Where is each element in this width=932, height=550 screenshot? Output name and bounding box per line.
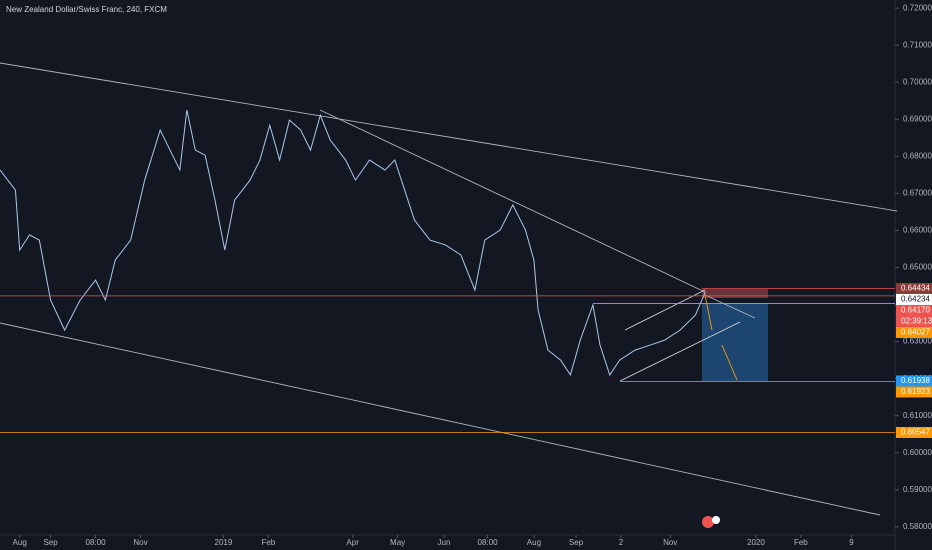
- x-tick-label: Nov: [133, 538, 147, 547]
- short-target-zone: [702, 303, 768, 381]
- y-tick-label: 0.60000: [903, 448, 932, 457]
- price-label-box: [896, 375, 932, 387]
- trend-line: [319, 109, 706, 293]
- y-tick-label: 0.70000: [903, 77, 932, 86]
- drawings: [0, 62, 898, 528]
- x-tick-label: Feb: [261, 538, 275, 547]
- channel-line: [619, 321, 741, 382]
- x-tick-label: 2019: [215, 538, 233, 547]
- y-tick-label: 0.67000: [903, 189, 932, 198]
- y-tick-label: 0.59000: [903, 485, 932, 494]
- x-tick-label: May: [390, 538, 405, 547]
- projection-arrow: [704, 294, 713, 331]
- channel-line: [624, 289, 706, 331]
- y-tick-label: 0.71000: [903, 40, 932, 49]
- x-tick-label: Aug: [13, 538, 27, 547]
- x-tick-label: Jun: [438, 538, 451, 547]
- countdown: 02:39:13: [901, 317, 932, 326]
- price-label: 0.61923: [901, 387, 930, 396]
- price-label-box: [896, 282, 932, 294]
- x-tick-label: Sep: [43, 538, 58, 547]
- price-label-box: [896, 304, 932, 316]
- y-tick-label: 0.68000: [903, 151, 932, 160]
- price-label: 0.60547: [901, 428, 930, 437]
- countdown-box: [896, 315, 932, 327]
- chart-title: New Zealand Dollar/Swiss Franc, 240, FXC…: [6, 5, 167, 14]
- x-tick-label: 08:00: [86, 538, 107, 547]
- event-icon[interactable]: [712, 516, 720, 524]
- y-tick-label: 0.69000: [903, 114, 932, 123]
- price-label: 0.64027: [901, 328, 930, 337]
- y-tick-label: 0.61000: [903, 411, 932, 420]
- projection-line: [704, 294, 756, 319]
- y-tick-label: 0.72000: [903, 3, 932, 12]
- price-label: 0.61938: [901, 376, 930, 385]
- price-label-box: [896, 386, 932, 398]
- x-tick-label: 2: [619, 538, 624, 547]
- x-tick-label: Feb: [794, 538, 808, 547]
- trend-line: [0, 62, 898, 212]
- y-tick-label: 0.63000: [903, 337, 932, 346]
- trend-line: [0, 322, 881, 516]
- price-label-box: [896, 426, 932, 438]
- x-tick-label: 08:00: [478, 538, 499, 547]
- x-tick-label: Aug: [527, 538, 541, 547]
- price-label: 0.64234: [901, 295, 930, 304]
- short-stop-zone: [702, 289, 768, 298]
- projection-arrow: [721, 344, 738, 381]
- x-tick-label: 2020: [747, 538, 765, 547]
- x-tick-label: Apr: [346, 538, 359, 547]
- price-label-box: [896, 293, 932, 305]
- x-tick-label: Sep: [569, 538, 584, 547]
- price-line: [0, 109, 706, 377]
- x-tick-label: 9: [849, 538, 854, 547]
- price-label: 0.64434: [901, 284, 930, 293]
- price-label: 0.64170: [901, 306, 930, 315]
- price-label-box: [896, 326, 932, 338]
- y-tick-label: 0.65000: [903, 263, 932, 272]
- x-tick-label: Nov: [663, 538, 677, 547]
- y-tick-label: 0.66000: [903, 226, 932, 235]
- y-tick-label: 0.58000: [903, 522, 932, 531]
- event-icon[interactable]: [702, 516, 714, 528]
